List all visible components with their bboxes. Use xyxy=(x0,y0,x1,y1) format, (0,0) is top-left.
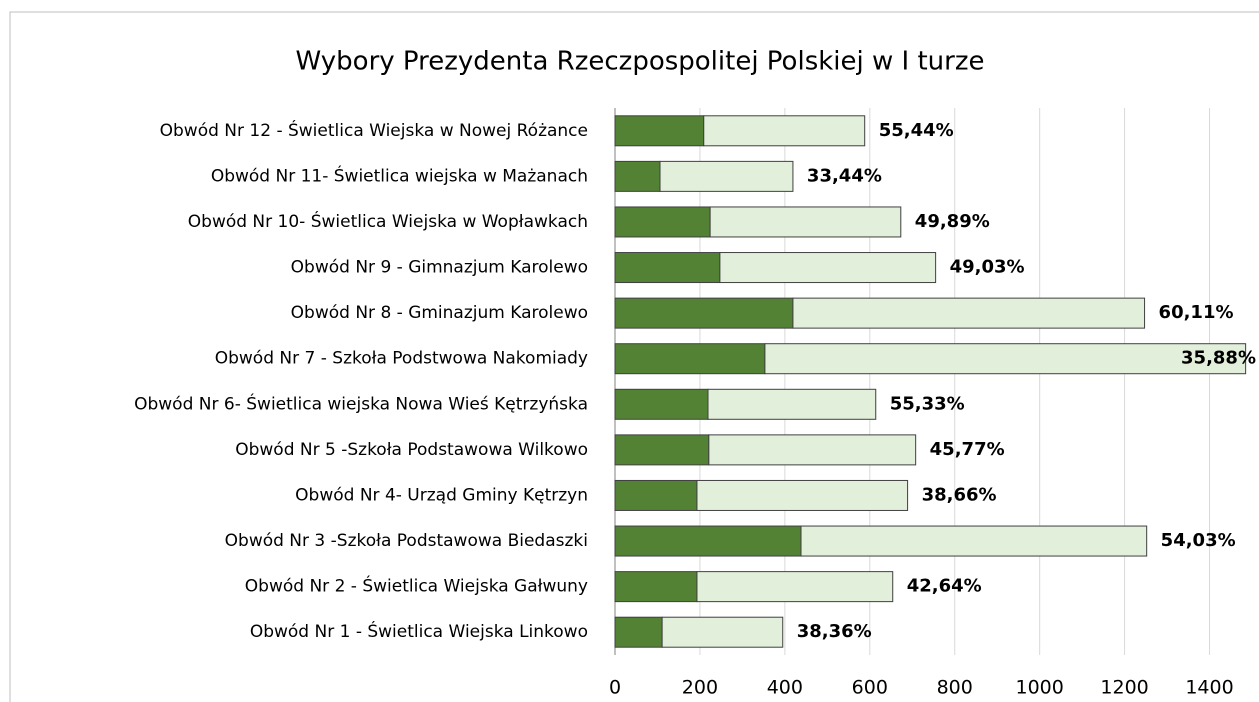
category-label: Obwód Nr 9 - Gimnazjum Karolewo xyxy=(291,258,588,278)
chart-title: Wybory Prezydenta Rzeczpospolitej Polski… xyxy=(296,47,985,77)
bar-segment xyxy=(764,343,1247,375)
x-tick-label: 200 xyxy=(682,677,718,699)
bar-segment xyxy=(614,616,663,648)
bar-segment xyxy=(659,160,794,192)
bar-annotation: 49,03% xyxy=(950,257,1025,278)
bar-segment xyxy=(614,571,698,603)
bar-segment xyxy=(703,115,866,147)
bar-segment xyxy=(614,388,709,420)
category-label: Obwód Nr 12 - Świetlica Wiejska w Nowej … xyxy=(160,119,588,141)
x-tick-label: 1400 xyxy=(1185,677,1233,699)
bar-segment xyxy=(719,252,937,284)
bar-segment xyxy=(661,616,784,648)
bar-annotation: 49,89% xyxy=(915,211,990,232)
x-tick-label: 400 xyxy=(767,677,803,699)
x-tick-label: 1200 xyxy=(1100,677,1148,699)
chart-frame xyxy=(9,11,1259,702)
bar-annotation: 35,88% xyxy=(1181,348,1256,369)
bar-annotation: 45,77% xyxy=(930,439,1005,460)
category-label: Obwód Nr 8 - Gminazjum Karolewo xyxy=(291,303,588,323)
bar-annotation: 38,66% xyxy=(922,484,997,505)
bar-segment xyxy=(709,206,902,238)
bar-segment xyxy=(614,252,721,284)
bar-annotation: 33,44% xyxy=(807,165,882,186)
bar-segment xyxy=(800,525,1148,557)
category-label: Obwód Nr 1 - Świetlica Wiejska Linkowo xyxy=(250,620,588,642)
bar-annotation: 55,33% xyxy=(890,393,965,414)
bar-annotation: 42,64% xyxy=(907,576,982,597)
bar-annotation: 60,11% xyxy=(1159,302,1234,323)
bar-segment xyxy=(708,434,917,466)
category-label: Obwód Nr 7 - Szkoła Podstwowa Nakomiady xyxy=(215,349,588,369)
bar-segment xyxy=(696,479,909,511)
bar-annotation: 55,44% xyxy=(879,120,954,141)
category-label: Obwód Nr 2 - Świetlica Wiejska Gałwuny xyxy=(245,575,588,597)
bar-segment xyxy=(614,160,661,192)
bar-segment xyxy=(614,479,698,511)
bar-segment xyxy=(614,525,802,557)
category-label: Obwód Nr 5 -Szkoła Podstawowa Wilkowo xyxy=(235,440,588,460)
bar-segment xyxy=(707,388,877,420)
bar-segment xyxy=(614,343,766,375)
category-label: Obwód Nr 4- Urząd Gminy Kętrzyn xyxy=(295,485,588,505)
bar-segment xyxy=(792,297,1146,329)
bar-segment xyxy=(614,115,705,147)
category-label: Obwód Nr 6- Świetlica wiejska Nowa Wieś … xyxy=(134,392,588,414)
x-tick-label: 600 xyxy=(852,677,888,699)
category-label: Obwód Nr 11- Świetlica wiejska w Mażanac… xyxy=(211,164,588,186)
x-tick-label: 800 xyxy=(937,677,973,699)
category-label: Obwód Nr 3 -Szkoła Podstawowa Biedaszki xyxy=(225,531,588,551)
bar-segment xyxy=(696,571,894,603)
bar-segment xyxy=(614,206,711,238)
bar-segment xyxy=(614,434,710,466)
x-tick-label: 0 xyxy=(609,677,621,699)
bar-segment xyxy=(614,297,794,329)
bar-annotation: 54,03% xyxy=(1161,530,1236,551)
bar-annotation: 38,36% xyxy=(797,621,872,642)
category-label: Obwód Nr 10- Świetlica Wiejska w Wopławk… xyxy=(188,210,588,232)
x-tick-label: 1000 xyxy=(1015,677,1063,699)
